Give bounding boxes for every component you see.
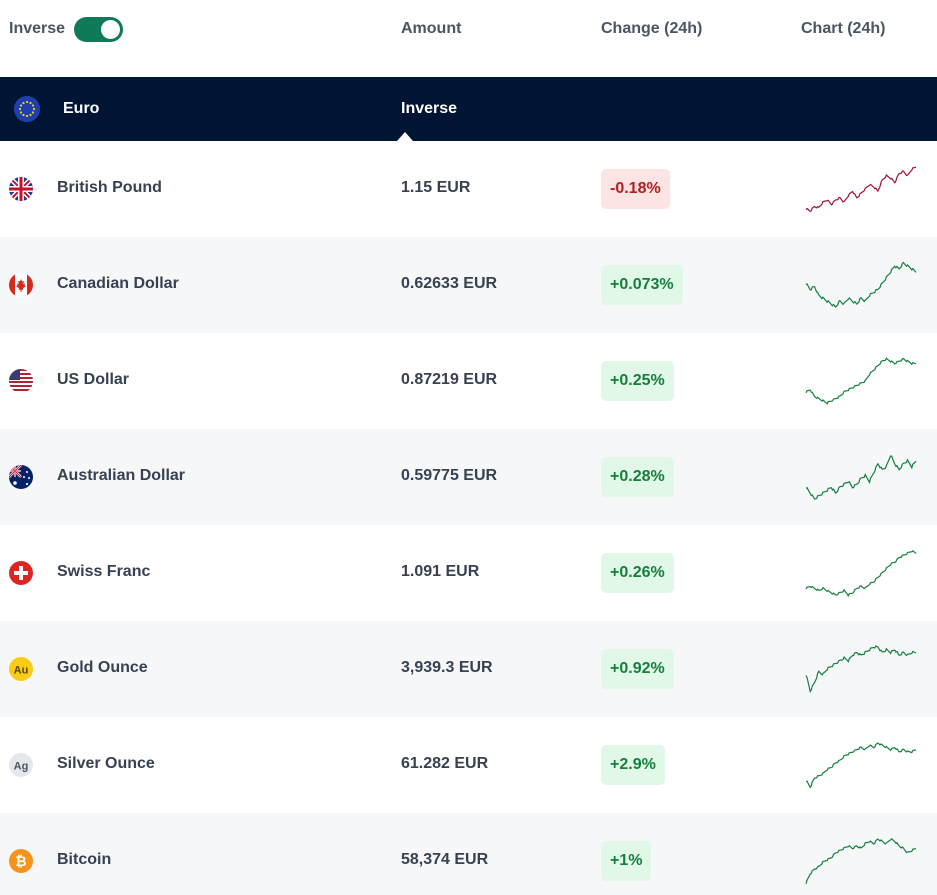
sparkline-chart xyxy=(805,549,917,597)
sparkline-chart xyxy=(805,645,917,693)
gold-au-icon: Au xyxy=(9,657,33,681)
currency-name: Gold Ounce xyxy=(57,659,148,676)
base-currency-row[interactable]: Euro Inverse xyxy=(0,77,937,141)
inverse-toggle[interactable] xyxy=(74,17,123,42)
currency-amount: 3,939.3 EUR xyxy=(401,659,493,676)
sparkline-chart xyxy=(805,261,917,308)
us-flag-icon xyxy=(9,369,33,393)
currency-row[interactable]: ₿ Bitcoin 58,374 EUR +1% xyxy=(0,813,937,895)
sparkline-chart xyxy=(805,837,917,884)
currency-name: US Dollar xyxy=(57,371,130,388)
svg-text:Au: Au xyxy=(14,665,29,677)
currency-amount: 0.59775 EUR xyxy=(401,467,498,484)
sparkline-chart xyxy=(805,742,917,789)
sparkline-series xyxy=(805,357,917,405)
currency-amount: 1.091 EUR xyxy=(401,563,480,580)
sparkline-series xyxy=(805,549,917,597)
swiss-flag-icon xyxy=(9,561,33,585)
sparkline-series xyxy=(805,261,917,308)
currency-row[interactable]: Ag Silver Ounce 61.282 EUR +2.9% xyxy=(0,717,937,813)
currency-amount: 58,374 EUR xyxy=(401,851,489,868)
sparkline-series xyxy=(805,645,917,693)
column-header-chart: Chart (24h) xyxy=(801,20,886,37)
base-mode-label: Inverse xyxy=(401,100,458,117)
currency-name: Bitcoin xyxy=(57,851,112,868)
currency-name: British Pound xyxy=(57,179,162,196)
currency-name: Silver Ounce xyxy=(57,755,155,772)
currency-row[interactable]: Au Gold Ounce 3,939.3 EUR +0.92% xyxy=(0,621,937,717)
currency-amount: 0.62633 EUR xyxy=(401,275,498,292)
currency-name: Swiss Franc xyxy=(57,563,151,580)
change-badge: +0.25% xyxy=(601,361,674,401)
currency-row[interactable]: Swiss Franc 1.091 EUR +0.26% xyxy=(0,525,937,621)
currency-name: Canadian Dollar xyxy=(57,275,179,292)
change-badge: +0.073% xyxy=(601,265,683,305)
canada-flag-icon xyxy=(9,273,33,297)
currency-amount: 1.15 EUR xyxy=(401,179,471,196)
uk-flag-icon xyxy=(9,177,33,201)
eu-flag-icon xyxy=(14,96,40,122)
change-badge: +1% xyxy=(601,841,652,881)
change-badge: -0.18% xyxy=(601,169,670,209)
sparkline-series xyxy=(805,166,917,213)
mode-pointer-indicator xyxy=(397,132,413,141)
sparkline-series xyxy=(805,742,917,789)
change-badge: +2.9% xyxy=(601,745,665,785)
currency-row[interactable]: Canadian Dollar 0.62633 EUR +0.073% xyxy=(0,237,937,333)
sparkline-series xyxy=(805,837,917,884)
sparkline-chart xyxy=(805,357,917,405)
converter-header: Inverse Amount Change (24h) Chart (24h) xyxy=(0,0,937,77)
sparkline-chart xyxy=(805,455,917,500)
currency-row[interactable]: US Dollar 0.87219 EUR +0.25% xyxy=(0,333,937,429)
currency-amount: 0.87219 EUR xyxy=(401,371,498,388)
column-header-amount: Amount xyxy=(401,20,462,37)
currency-row[interactable]: Australian Dollar 0.59775 EUR +0.28% xyxy=(0,429,937,525)
silver-ag-icon: Ag xyxy=(9,753,33,777)
toggle-knob xyxy=(101,20,120,39)
change-badge: +0.28% xyxy=(601,457,674,497)
australia-flag-icon xyxy=(9,465,33,489)
change-badge: +0.26% xyxy=(601,553,674,593)
bitcoin-icon: ₿ xyxy=(9,849,33,873)
inverse-toggle-label: Inverse xyxy=(9,20,66,37)
svg-text:₿: ₿ xyxy=(15,854,26,870)
svg-text:Ag: Ag xyxy=(14,761,29,773)
currency-amount: 61.282 EUR xyxy=(401,755,489,772)
currency-name: Australian Dollar xyxy=(57,467,186,484)
base-currency-name: Euro xyxy=(63,100,100,117)
change-badge: +0.92% xyxy=(601,649,674,689)
column-header-change: Change (24h) xyxy=(601,20,703,37)
currency-row[interactable]: British Pound 1.15 EUR -0.18% xyxy=(0,141,937,237)
sparkline-series xyxy=(805,455,917,500)
sparkline-chart xyxy=(805,166,917,213)
